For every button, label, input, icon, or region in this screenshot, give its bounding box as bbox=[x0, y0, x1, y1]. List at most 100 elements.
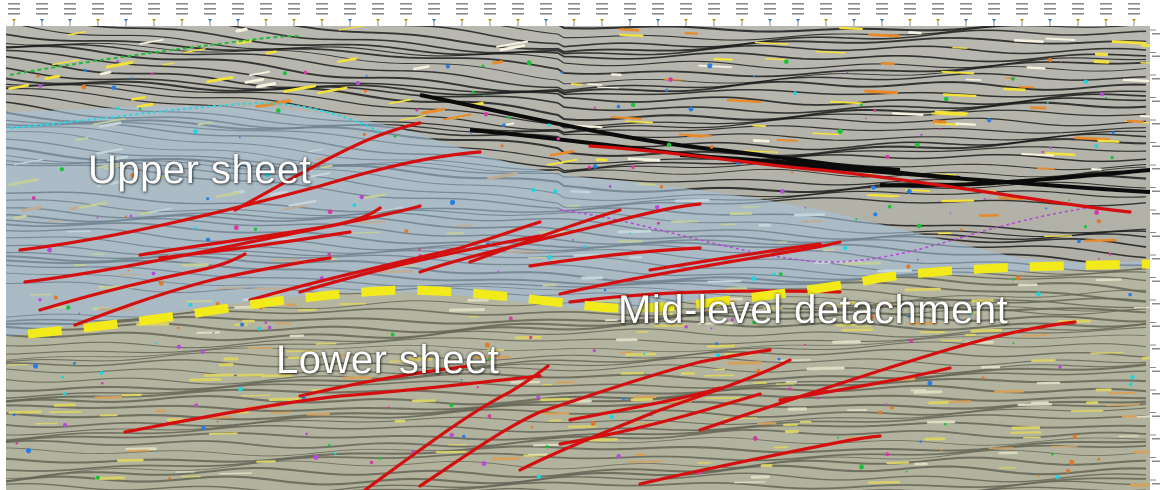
seismic-peak bbox=[1129, 483, 1150, 487]
seismic-peak bbox=[952, 46, 968, 49]
horizon-pick bbox=[643, 352, 646, 356]
fault-line bbox=[298, 234, 542, 294]
seismic-reflector bbox=[6, 77, 1147, 122]
horizon-pick bbox=[592, 348, 596, 353]
horizon-pick bbox=[590, 421, 596, 427]
horizon-pick bbox=[378, 457, 382, 460]
horizon-pick bbox=[793, 91, 797, 96]
horizon-pick bbox=[1094, 210, 1100, 215]
horizon-pick bbox=[684, 325, 688, 329]
seismic-peak bbox=[420, 107, 445, 115]
horizon-pick bbox=[38, 83, 43, 88]
seismic-peak bbox=[864, 89, 899, 95]
fault-line bbox=[38, 252, 247, 312]
fault-line bbox=[778, 366, 952, 402]
horizon-pick bbox=[1069, 459, 1075, 465]
horizon-pick bbox=[804, 206, 807, 209]
seismic-peak bbox=[743, 150, 779, 153]
fault-line bbox=[558, 392, 762, 446]
horizon-pick bbox=[130, 173, 136, 178]
horizon-pick bbox=[38, 298, 42, 302]
seismic-peak bbox=[268, 397, 306, 402]
horizon-pick bbox=[445, 64, 451, 69]
seismic-peak bbox=[752, 124, 767, 127]
horizon-pick bbox=[916, 223, 922, 229]
seismic-peak bbox=[1095, 278, 1122, 282]
horizon-pick bbox=[778, 272, 783, 277]
seismic-peak bbox=[1010, 431, 1042, 434]
seismic-reflector bbox=[6, 312, 1147, 334]
seismic-reflector bbox=[379, 26, 1147, 48]
horizon-pick bbox=[62, 391, 67, 396]
horizon-pick bbox=[238, 386, 243, 392]
horizon-pick bbox=[914, 142, 920, 148]
horizon-pick bbox=[150, 72, 154, 76]
horizon-pick bbox=[471, 90, 475, 95]
horizon-pick bbox=[25, 448, 32, 454]
horizon-pick bbox=[1108, 252, 1112, 256]
horizon-pick bbox=[327, 252, 331, 257]
seismic-peak bbox=[913, 390, 943, 394]
horizon-pick bbox=[282, 71, 288, 76]
horizon-pick bbox=[668, 77, 673, 82]
seismic-peak bbox=[1026, 66, 1046, 70]
seismic-peak bbox=[523, 454, 547, 457]
horizon-pick bbox=[616, 104, 621, 109]
seismic-reflector bbox=[6, 334, 1147, 361]
fault-line bbox=[518, 358, 792, 472]
detachment-line bbox=[27, 259, 1150, 339]
seismic-peak bbox=[776, 138, 799, 142]
horizon-pick bbox=[303, 70, 308, 75]
seismic-peak bbox=[1090, 351, 1124, 354]
horizon-pick bbox=[1051, 452, 1054, 456]
seismic-peak bbox=[208, 432, 238, 435]
horizon-pick bbox=[531, 188, 536, 192]
horizon-pick bbox=[47, 247, 53, 253]
horizon-pick bbox=[700, 295, 705, 300]
seismic-peak bbox=[570, 83, 583, 86]
seismic-peak bbox=[684, 31, 699, 35]
horizon-pick bbox=[1130, 375, 1135, 380]
horizon-pick bbox=[116, 106, 120, 111]
horizon-pick bbox=[500, 144, 504, 148]
seismic-peak bbox=[94, 396, 122, 400]
horizon-pick bbox=[752, 320, 757, 325]
seismic-peak bbox=[904, 287, 941, 292]
horizon-pick bbox=[369, 460, 374, 465]
lower-sheet-label: Lower sheet bbox=[276, 338, 500, 382]
seismic-peak bbox=[1108, 391, 1137, 395]
seismic-peak bbox=[892, 112, 924, 116]
horizon-pick bbox=[365, 74, 368, 77]
horizon-pick bbox=[905, 470, 908, 473]
horizon-pick bbox=[1128, 292, 1132, 297]
horizon-pick bbox=[155, 342, 158, 345]
seismic-peak bbox=[125, 447, 157, 451]
seismic-peak bbox=[698, 321, 733, 325]
seismic-peak bbox=[337, 57, 358, 63]
seismic-peak bbox=[1094, 52, 1109, 57]
seismic-peak bbox=[832, 340, 861, 344]
horizon-pick bbox=[61, 375, 64, 379]
horizon-pick bbox=[1058, 365, 1062, 369]
seismic-peak bbox=[1011, 426, 1041, 430]
seismic-peak bbox=[994, 389, 1024, 394]
seismic-peak bbox=[876, 303, 905, 306]
horizon-pick bbox=[497, 270, 500, 273]
horizon-pick bbox=[483, 94, 486, 97]
seismic-reflector bbox=[6, 377, 1147, 403]
horizon-pick bbox=[843, 245, 848, 251]
horizon-pick bbox=[908, 339, 913, 344]
seismic-reflector bbox=[6, 444, 1147, 472]
horizon-pick bbox=[355, 80, 361, 86]
fault-line bbox=[568, 386, 722, 422]
horizon-pick bbox=[100, 381, 104, 385]
horizon-pick bbox=[257, 326, 261, 331]
horizon-pick bbox=[837, 436, 839, 439]
horizon-pick bbox=[1096, 219, 1101, 224]
horizon-pick bbox=[1015, 275, 1021, 281]
horizon-pick bbox=[709, 145, 714, 149]
seismic-peak bbox=[705, 396, 741, 400]
horizon-pick bbox=[609, 414, 614, 419]
seismic-reflector bbox=[6, 370, 1147, 399]
seismic-reflector bbox=[21, 26, 1147, 70]
